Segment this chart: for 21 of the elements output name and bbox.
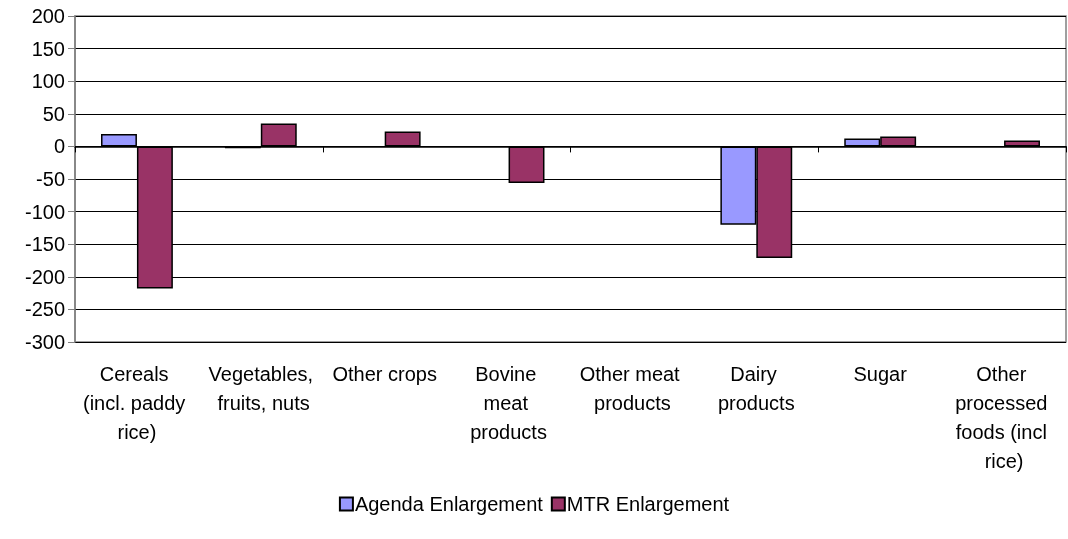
x-tick-label: Bovine meat products	[470, 362, 547, 443]
y-tick-label: -250	[24, 298, 65, 321]
x-tick-label: Cereals (incl. paddy rice)	[83, 362, 191, 443]
x-tick-label: Vegetables, fruits, nuts	[208, 362, 314, 414]
x-tick-label: Sugar	[853, 362, 908, 385]
y-tick-label: -100	[24, 200, 65, 223]
legend-label: Agenda Enlargement	[354, 493, 544, 515]
y-tick-label: 200	[31, 5, 65, 27]
legend-label: MTR Enlargement	[566, 493, 730, 515]
y-tick-label: 100	[31, 70, 65, 93]
y-tick-label: -50	[36, 168, 65, 190]
y-tick-label: 0	[53, 135, 65, 158]
x-tick-label: Other crops	[332, 362, 437, 385]
x-tick-label: Other meat products	[579, 362, 686, 414]
y-tick-label: -300	[24, 331, 65, 353]
x-tick-label: Dairy products	[717, 362, 795, 414]
y-tick-label: 50	[42, 102, 65, 125]
y-tick-label: -200	[24, 265, 65, 288]
x-tick-label: Other processed foods (incl rice)	[955, 362, 1053, 472]
y-tick-label: 150	[31, 37, 65, 60]
y-tick-label: -150	[24, 233, 65, 256]
